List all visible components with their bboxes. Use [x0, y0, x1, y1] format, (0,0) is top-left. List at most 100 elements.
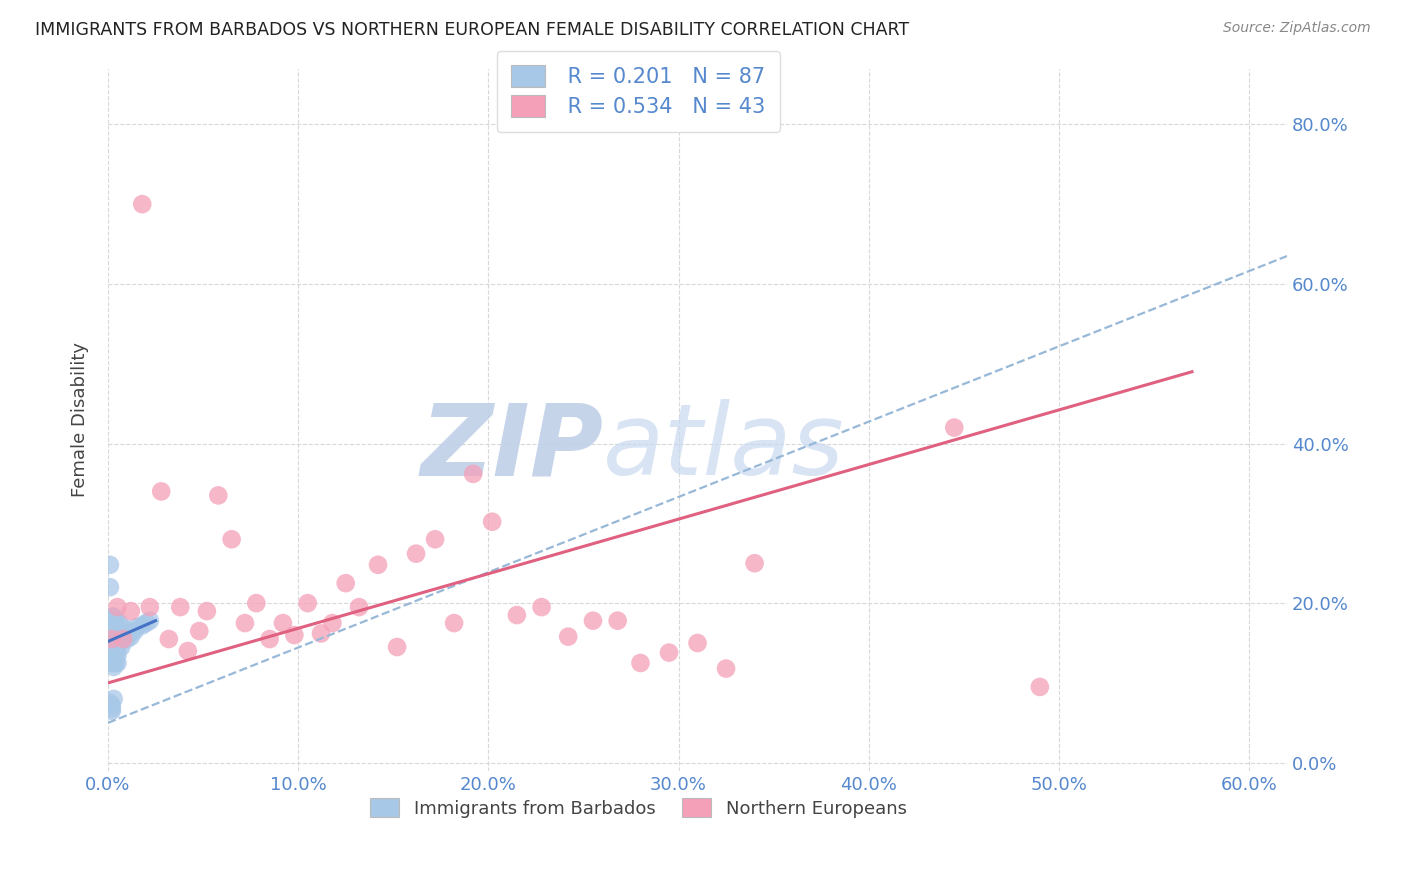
Point: [131, 197, 153, 211]
Point: [98, 618, 121, 632]
Point: [101, 612, 124, 626]
Point: [103, 656, 125, 670]
Point: [101, 616, 124, 631]
Point: [101, 628, 124, 642]
Point: [98, 648, 121, 662]
Point: [321, 616, 343, 631]
Point: [101, 632, 124, 646]
Point: [943, 420, 966, 434]
Point: [557, 630, 579, 644]
Point: [139, 614, 162, 628]
Point: [101, 630, 124, 644]
Point: [120, 630, 142, 644]
Point: [188, 624, 211, 638]
Point: [98, 622, 121, 636]
Point: [98, 624, 121, 638]
Text: IMMIGRANTS FROM BARBADOS VS NORTHERN EUROPEAN FEMALE DISABILITY CORRELATION CHAR: IMMIGRANTS FROM BARBADOS VS NORTHERN EUR…: [35, 21, 910, 38]
Point: [110, 640, 132, 654]
Point: [169, 600, 191, 615]
Point: [1029, 680, 1052, 694]
Point: [98, 640, 121, 654]
Point: [443, 616, 465, 631]
Point: [103, 628, 125, 642]
Point: [744, 556, 766, 570]
Point: [107, 648, 129, 662]
Point: [530, 600, 553, 615]
Point: [347, 600, 370, 615]
Point: [101, 620, 124, 634]
Point: [259, 632, 281, 646]
Point: [98, 631, 121, 645]
Point: [107, 628, 129, 642]
Point: [104, 646, 127, 660]
Point: [112, 632, 135, 646]
Point: [131, 618, 153, 632]
Point: [108, 616, 131, 631]
Point: [104, 636, 127, 650]
Point: [107, 634, 129, 648]
Point: [124, 624, 146, 638]
Text: Source: ZipAtlas.com: Source: ZipAtlas.com: [1223, 21, 1371, 35]
Point: [103, 620, 125, 634]
Point: [107, 600, 129, 615]
Point: [103, 638, 125, 652]
Point: [103, 648, 125, 662]
Point: [98, 644, 121, 658]
Point: [107, 641, 129, 656]
Point: [101, 625, 124, 640]
Point: [103, 654, 125, 668]
Point: [101, 638, 124, 652]
Text: ZIP: ZIP: [420, 400, 603, 496]
Point: [103, 660, 125, 674]
Point: [481, 515, 503, 529]
Point: [101, 646, 124, 660]
Point: [101, 656, 124, 670]
Point: [245, 596, 267, 610]
Point: [101, 701, 124, 715]
Point: [103, 624, 125, 638]
Point: [606, 614, 628, 628]
Point: [714, 662, 737, 676]
Point: [463, 467, 485, 481]
Point: [98, 650, 121, 665]
Point: [98, 642, 121, 657]
Point: [101, 624, 124, 638]
Point: [135, 616, 157, 631]
Point: [101, 609, 124, 624]
Point: [98, 616, 121, 631]
Point: [103, 632, 125, 646]
Point: [98, 580, 121, 594]
Point: [150, 484, 173, 499]
Point: [98, 558, 121, 572]
Point: [367, 558, 389, 572]
Point: [98, 628, 121, 642]
Point: [98, 646, 121, 660]
Point: [101, 634, 124, 648]
Point: [101, 704, 124, 718]
Point: [125, 620, 148, 634]
Point: [195, 604, 218, 618]
Y-axis label: Female Disability: Female Disability: [72, 343, 89, 497]
Point: [108, 624, 131, 638]
Point: [112, 626, 135, 640]
Point: [101, 636, 124, 650]
Point: [98, 638, 121, 652]
Point: [98, 630, 121, 644]
Point: [103, 691, 125, 706]
Point: [283, 628, 305, 642]
Point: [108, 632, 131, 646]
Point: [104, 614, 127, 628]
Point: [104, 630, 127, 644]
Point: [98, 620, 121, 634]
Point: [103, 609, 125, 624]
Point: [139, 600, 162, 615]
Point: [104, 624, 127, 638]
Point: [98, 636, 121, 650]
Point: [658, 646, 681, 660]
Point: [309, 626, 332, 640]
Point: [98, 632, 121, 646]
Point: [405, 547, 427, 561]
Point: [101, 614, 124, 628]
Legend: Immigrants from Barbados, Northern Europeans: Immigrants from Barbados, Northern Europ…: [363, 791, 914, 825]
Point: [103, 641, 125, 656]
